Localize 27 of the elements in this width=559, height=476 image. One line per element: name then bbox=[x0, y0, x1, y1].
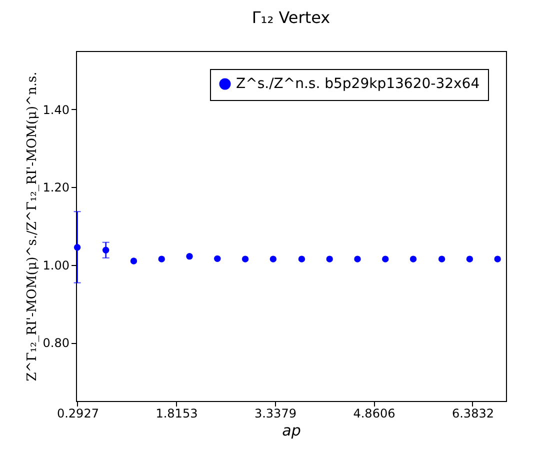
x-tick-label: 3.3379 bbox=[254, 406, 296, 420]
x-axis-title: ap bbox=[282, 422, 301, 440]
x-tick-label: 4.8606 bbox=[353, 406, 396, 420]
x-tick-label: 1.8153 bbox=[156, 406, 198, 420]
point bbox=[214, 255, 221, 262]
point bbox=[298, 256, 306, 262]
point bbox=[242, 256, 249, 262]
point bbox=[494, 256, 501, 262]
y-tick-label: 1.40 bbox=[42, 102, 70, 117]
point bbox=[326, 256, 333, 262]
chart-title: Γ₁₂ Vertex bbox=[252, 8, 330, 27]
y-tick-label: 1.00 bbox=[42, 258, 70, 272]
point bbox=[438, 256, 446, 262]
y-tick-label: 0.80 bbox=[42, 336, 70, 350]
point bbox=[382, 256, 389, 262]
x-tick-label: 6.3832 bbox=[452, 406, 494, 420]
legend-label: Z^s./Z^n.s. b5p29kp13620-32x64 bbox=[236, 76, 480, 92]
point bbox=[270, 256, 277, 262]
y-tick-label: 1.20 bbox=[42, 180, 70, 195]
point bbox=[186, 252, 193, 260]
point bbox=[130, 258, 138, 264]
y-axis-title: Z^Γ₁₂_RI'-MOM(μ)^s./Z^Γ₁₂_RI'-MOM(μ)^n.s. bbox=[24, 72, 40, 382]
point bbox=[354, 256, 361, 262]
point bbox=[466, 256, 474, 262]
point bbox=[410, 256, 417, 262]
point bbox=[158, 256, 165, 262]
x-tick-label: 0.2927 bbox=[56, 406, 99, 420]
